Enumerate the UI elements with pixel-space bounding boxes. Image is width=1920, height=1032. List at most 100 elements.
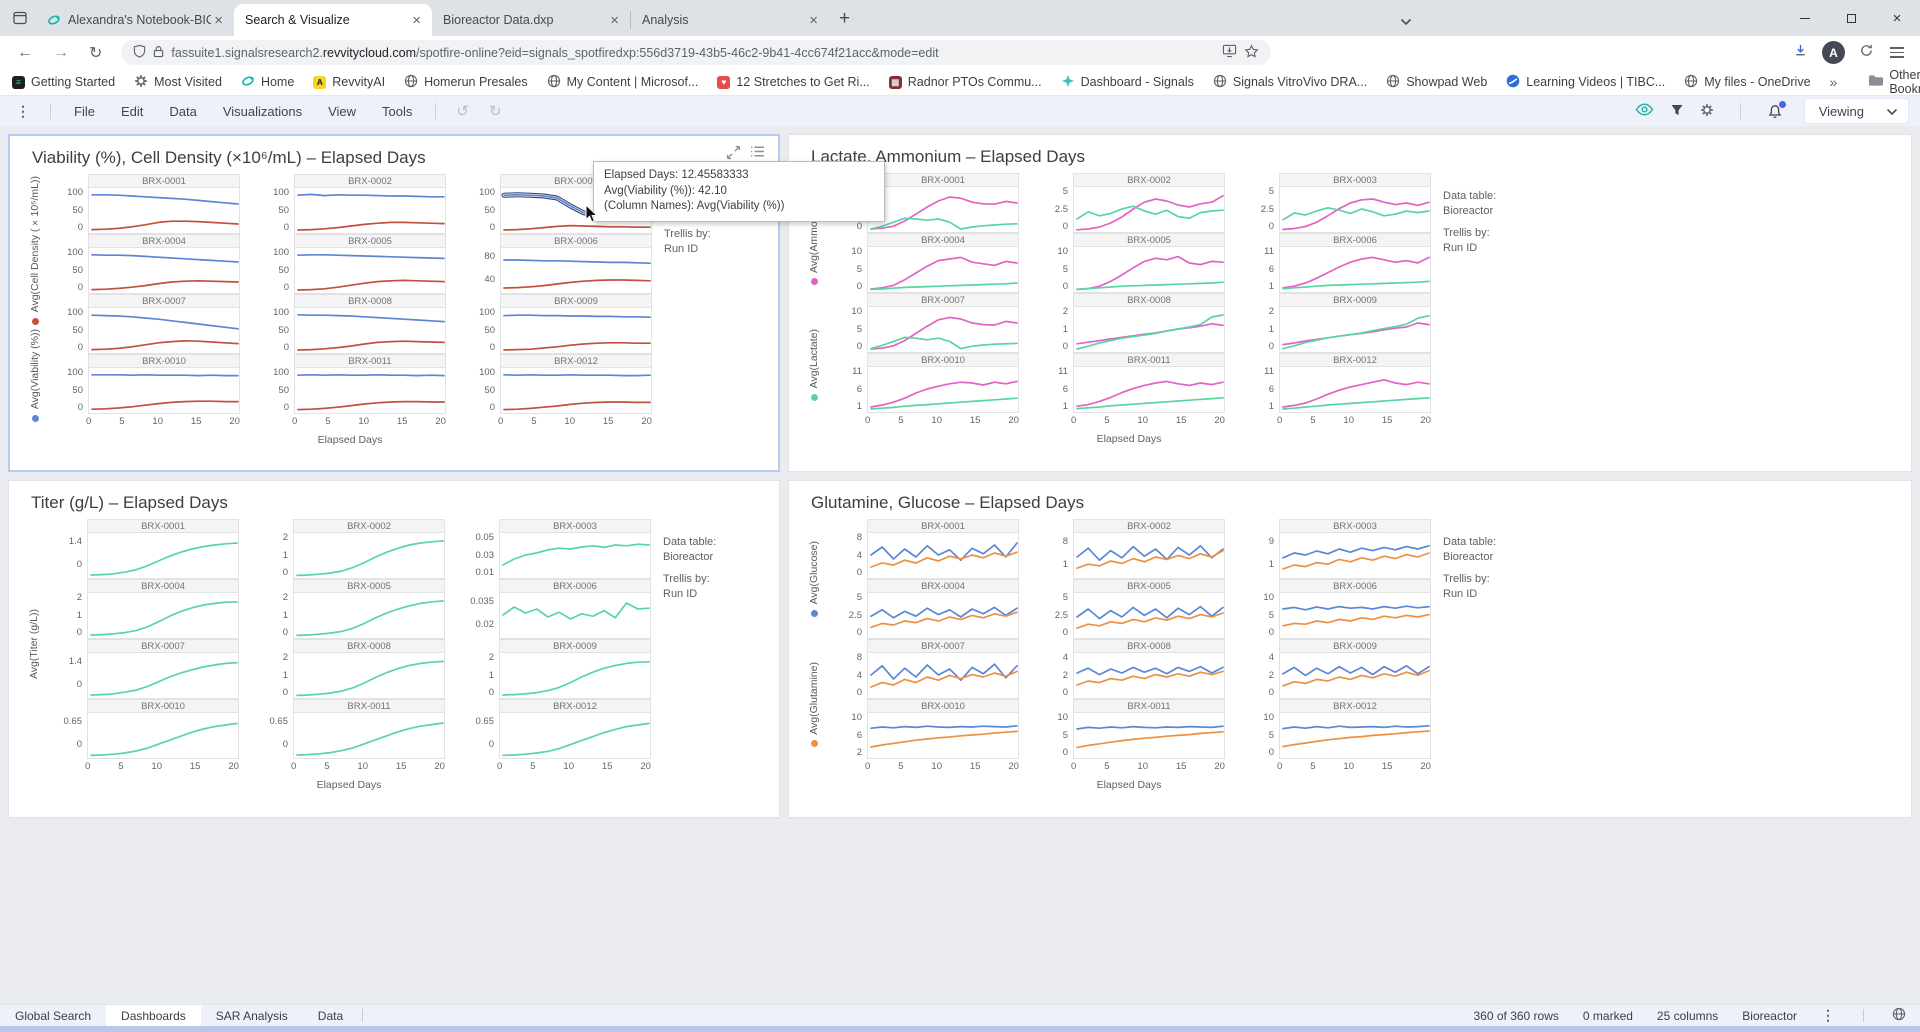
line-chart-plot[interactable] [294,187,446,234]
sync-icon[interactable] [1859,43,1874,63]
trellis-chart[interactable]: BRX-0005 [1073,233,1225,293]
trellis-chart[interactable]: BRX-0011 [1073,699,1225,759]
tracking-shield-icon[interactable] [133,44,146,61]
menu-item-file[interactable]: File [74,103,95,119]
other-bookmarks-button[interactable]: Other Bookmarks [1868,68,1920,96]
line-chart-plot[interactable] [867,592,1019,639]
window-restore-button[interactable] [1828,0,1874,36]
bookmark-item[interactable]: ♥ 12 Stretches to Get Ri... [717,75,870,89]
line-chart-plot[interactable] [293,592,445,639]
line-chart-plot[interactable] [1279,532,1431,579]
visualization-panel[interactable]: Titer (g/L) – Elapsed Days Avg(Titer (g/L… [8,480,780,818]
trellis-chart[interactable]: BRX-0012 [500,354,652,414]
author-eye-icon[interactable] [1635,102,1654,120]
reload-button[interactable]: ↻ [89,44,103,62]
bookmark-item[interactable]: Learning Videos | TIBC... [1506,74,1665,91]
line-chart-plot[interactable] [1073,652,1225,699]
trellis-chart[interactable]: BRX-0004 [867,233,1019,293]
line-chart-plot[interactable] [867,186,1019,233]
visualization-menu-icon[interactable] [750,145,765,165]
line-chart-plot[interactable] [867,246,1019,293]
browser-tab[interactable]: Bioreactor Data.dxp × [432,4,630,36]
bookmark-item[interactable]: ≡ Getting Started [12,75,115,89]
line-chart-plot[interactable] [87,652,239,699]
line-chart-plot[interactable] [293,652,445,699]
line-chart-plot[interactable] [87,592,239,639]
undo-icon[interactable]: ↺ [456,103,469,120]
trellis-chart[interactable]: BRX-0008 [1073,293,1225,353]
trellis-chart[interactable]: BRX-0001 [87,519,239,579]
new-tab-button[interactable]: + [839,7,851,29]
bookmarks-overflow-chevron[interactable]: » [1829,74,1838,90]
line-chart-plot[interactable] [867,532,1019,579]
trellis-chart[interactable]: BRX-0010 [88,354,240,414]
line-chart-plot[interactable] [1073,306,1225,353]
trellis-chart[interactable]: BRX-0001 [88,174,240,234]
line-chart-plot[interactable] [294,307,446,354]
tab-close-icon[interactable]: × [412,11,421,29]
menu-item-edit[interactable]: Edit [120,103,144,119]
tab-close-icon[interactable]: × [809,11,818,29]
line-chart-plot[interactable] [293,532,445,579]
bookmark-item[interactable]: A RevvityAI [313,75,385,89]
trellis-chart[interactable]: BRX-0004 [88,234,240,294]
trellis-chart[interactable]: BRX-0006 [1279,579,1431,639]
trellis-chart[interactable]: BRX-0004 [867,579,1019,639]
bookmark-star-icon[interactable] [1244,43,1259,62]
line-chart-plot[interactable] [867,366,1019,413]
line-chart-plot[interactable] [294,247,446,294]
window-close-button[interactable]: × [1892,9,1902,27]
trellis-chart[interactable]: BRX-0003 [499,519,651,579]
line-chart-plot[interactable] [1073,712,1225,759]
line-chart-plot[interactable] [499,652,651,699]
line-chart-plot[interactable] [499,712,651,759]
trellis-chart[interactable]: BRX-0010 [867,699,1019,759]
trellis-chart[interactable]: BRX-0009 [499,639,651,699]
line-chart-plot[interactable] [1279,306,1431,353]
trellis-chart[interactable]: BRX-0001 [867,519,1019,579]
bookmark-item[interactable]: Home [241,74,294,91]
trellis-chart[interactable]: BRX-0005 [1073,579,1225,639]
trellis-chart[interactable]: BRX-0012 [1279,353,1431,413]
globe-icon[interactable] [1892,1007,1906,1024]
trellis-chart[interactable]: BRX-0008 [293,639,445,699]
address-bar[interactable]: fassuite1.signalsresearch2.revvitycloud.… [121,40,1272,65]
settings-gear-icon[interactable] [1700,103,1714,120]
line-chart-plot[interactable] [500,307,652,354]
active-table-label[interactable]: Bioreactor [1742,1008,1797,1023]
line-chart-plot[interactable] [88,187,240,234]
trellis-chart[interactable]: BRX-0007 [88,294,240,354]
window-minimize-button[interactable] [1782,0,1828,36]
trellis-chart[interactable]: BRX-0002 [1073,173,1225,233]
trellis-chart[interactable]: BRX-0012 [499,699,651,759]
menu-item-view[interactable]: View [328,103,357,119]
trellis-chart[interactable]: BRX-0011 [294,354,446,414]
trellis-chart[interactable]: BRX-0003 [1279,173,1431,233]
menu-item-data[interactable]: Data [169,103,197,119]
status-kebab-icon[interactable]: ⋮ [1821,1007,1835,1023]
browser-tab[interactable]: Search & Visualize × [234,4,432,36]
trellis-chart[interactable]: BRX-0011 [1073,353,1225,413]
tab-close-icon[interactable]: × [214,11,223,29]
trellis-chart[interactable]: BRX-0010 [87,699,239,759]
filter-funnel-icon[interactable] [1670,103,1684,120]
line-chart-plot[interactable] [500,367,652,414]
tab-list-chevron-icon[interactable] [1400,13,1412,31]
page-tab-global-search[interactable]: Global Search [15,1008,92,1023]
browser-tab[interactable]: Alexandra's Notebook-BIO055× [36,4,234,36]
line-chart-plot[interactable] [500,247,652,294]
bookmark-item[interactable]: My files - OneDrive [1684,74,1811,91]
line-chart-plot[interactable] [1279,186,1431,233]
line-chart-plot[interactable] [499,592,651,639]
trellis-chart[interactable]: BRX-0006 [1279,233,1431,293]
line-chart-plot[interactable] [1073,592,1225,639]
line-chart-plot[interactable] [1073,532,1225,579]
visualization-panel[interactable]: Viability (%), Cell Density (×10⁶/mL) – … [8,134,780,472]
bookmark-item[interactable]: ▦ Radnor PTOs Commu... [888,75,1042,89]
trellis-chart[interactable]: BRX-0009 [1279,293,1431,353]
trellis-chart[interactable]: BRX-0009 [500,294,652,354]
trellis-chart[interactable]: BRX-0011 [293,699,445,759]
trellis-chart[interactable]: BRX-0008 [1073,639,1225,699]
trellis-chart[interactable]: BRX-0006 [500,234,652,294]
trellis-chart[interactable]: BRX-0001 [867,173,1019,233]
